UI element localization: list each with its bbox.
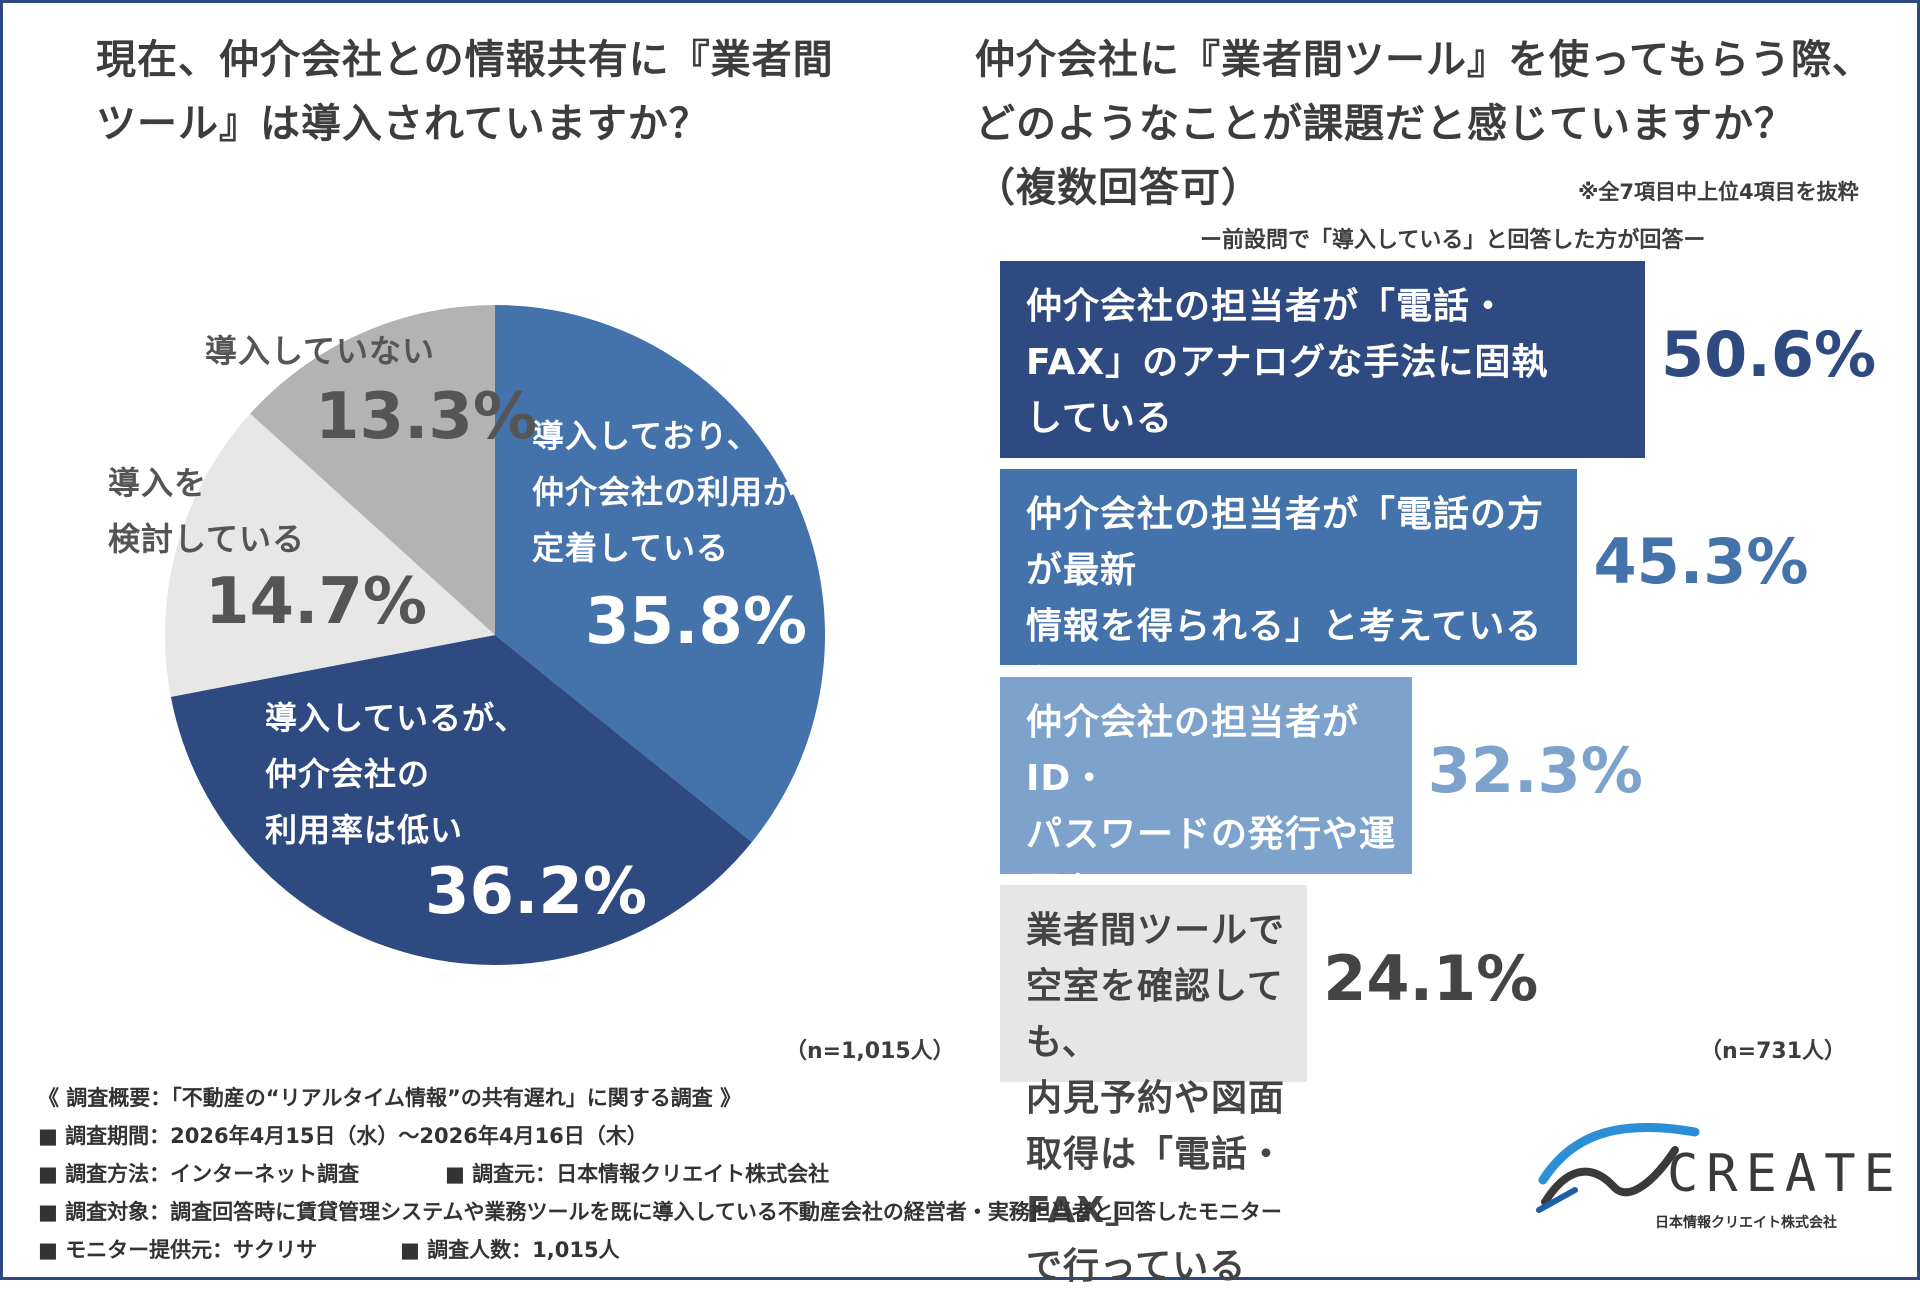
pie-slice-not-introduced (250, 305, 495, 635)
bar-1: 仲介会社の担当者が「電話・ FAX」のアナログな手法に固執 している (1000, 261, 1645, 458)
right-subtitle: ー前設問で「導入している」と回答した方が回答ー (1200, 228, 1706, 253)
pie-label-considering: 導入を 検討している (108, 464, 306, 558)
bar-3: 仲介会社の担当者がID・ パスワードの発行や運用を 手間に感じている (1000, 677, 1412, 967)
pie-pct-considering: 14.7% (205, 565, 428, 639)
survey-source: ■ 調査元：日本情報クリエイト株式会社 (445, 1162, 830, 1186)
pie-pct-not-introduced: 13.3% (315, 380, 538, 454)
bar-value-4: 24.1% (1323, 941, 1539, 1015)
pie-label-not-introduced: 導入していない (205, 332, 436, 370)
bar-label-4: 業者間ツールで空室を確認しても、 内見予約や図面取得は「電話・FAX」 で行って… (1026, 910, 1286, 1287)
bar-value-1: 50.6% (1661, 317, 1877, 391)
logo-name: CREATE (1667, 1144, 1903, 1204)
bar-value-3: 32.3% (1427, 733, 1643, 807)
pie-pct-established: 35.8% (585, 585, 808, 659)
right-question-title: 仲介会社に『業者間ツール』を使ってもらう際、 どのようなことが課題だと感じていま… (975, 37, 1873, 211)
create-wave-logo-icon (1536, 1122, 1700, 1213)
pie-slice-established (495, 305, 825, 843)
bar-value-2: 45.3% (1593, 525, 1809, 598)
bar-4: 業者間ツールで空室を確認しても、 内見予約や図面取得は「電話・FAX」 で行って… (1000, 885, 1308, 1287)
survey-target: ■ 調査対象：調査回答時に賃貸管理システムや業務ツールを既に導入している不動産会… (38, 1200, 1282, 1224)
left-sample-size: （n=1,015人） (785, 1039, 955, 1064)
right-note: ※全7項目中上位4項目を抜粋 (1578, 180, 1859, 204)
survey-count: ■ 調査人数：1,015人 (400, 1238, 620, 1262)
bar-label-1: 仲介会社の担当者が「電話・ FAX」のアナログな手法に固執 している (1026, 286, 1549, 439)
pie-label-established: 導入しており、 仲介会社の利用が 定着している (532, 417, 797, 567)
logo-company: 日本情報クリエイト株式会社 (1655, 1215, 1837, 1231)
pie-pct-low-usage: 36.2% (425, 855, 648, 929)
bar-2: 仲介会社の担当者が「電話の方が最新 情報を得られる」と考えているため、 業者間ツ… (1000, 469, 1578, 759)
survey-period: ■ 調査期間：2026年4月15日（水）～2026年4月16日（木） (38, 1124, 648, 1148)
pie-label-low-usage: 導入しているが、 仲介会社の 利用率は低い (265, 699, 528, 849)
create-logo: CREATE 日本情報クリエイト株式会社 (1535, 1110, 1895, 1231)
pie-slice-considering (165, 413, 495, 697)
survey-summary: 《 調査概要：「不動産の“リアルタイム情報”の共有遅れ」に関する調査 》 (38, 1086, 742, 1110)
left-question-title: 現在、仲介会社との情報共有に『業者間 ツール』は導入されていますか？ (96, 37, 834, 147)
survey-method: ■ 調査方法：インターネット調査 (38, 1162, 360, 1186)
pie-chart (165, 305, 825, 965)
right-sample-size: （n=731人） (1700, 1039, 1847, 1064)
pie-slice-low-usage (170, 635, 752, 965)
monitor-provider: ■ モニター提供元：サクリサ (38, 1238, 318, 1262)
